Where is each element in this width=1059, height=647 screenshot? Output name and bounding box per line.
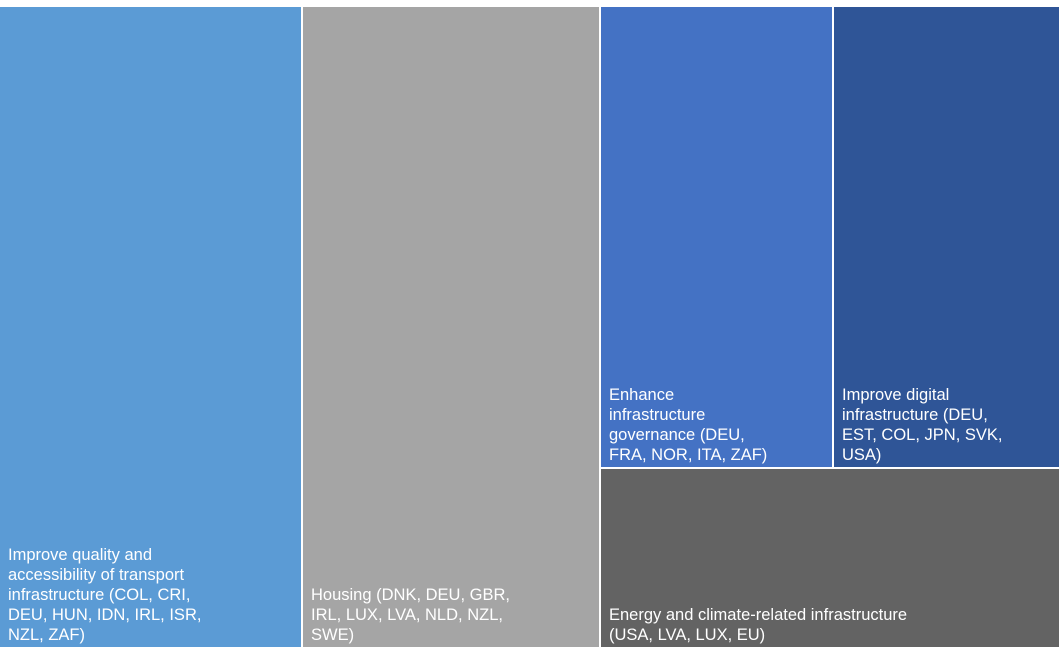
tile-energy-climate-infrastructure: Energy and climate-related infrastructur…	[601, 469, 1059, 647]
tile-digital-infrastructure: Improve digital infrastructure (DEU, EST…	[834, 7, 1059, 467]
tile-transport-infrastructure: Improve quality and accessibility of tra…	[0, 7, 301, 647]
tile-digital-infrastructure-label: Improve digital infrastructure (DEU, EST…	[842, 386, 1003, 464]
tile-energy-climate-infrastructure-label: Energy and climate-related infrastructur…	[609, 606, 908, 644]
tile-infrastructure-governance: Enhance infrastructure governance (DEU, …	[601, 7, 832, 467]
tile-infrastructure-governance-label: Enhance infrastructure governance (DEU, …	[609, 386, 768, 464]
tile-housing: Housing (DNK, DEU, GBR, IRL, LUX, LVA, N…	[303, 7, 599, 647]
tile-transport-infrastructure-label: Improve quality and accessibility of tra…	[8, 546, 202, 644]
tile-housing-label: Housing (DNK, DEU, GBR, IRL, LUX, LVA, N…	[311, 586, 510, 644]
